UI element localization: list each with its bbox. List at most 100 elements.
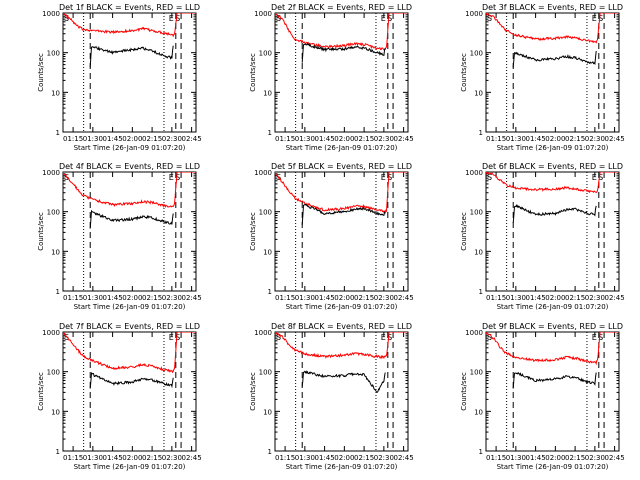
y-tick-label: 1000: [465, 169, 483, 177]
saa-start-marker-label: S: [175, 333, 180, 342]
saa-start-marker-label: S: [598, 333, 603, 342]
x-tick-label: 02:45: [394, 454, 414, 462]
x-tick-label: 01:15: [63, 454, 83, 462]
chart-title: Det 7f BLACK = Events, RED = LLD: [59, 322, 200, 331]
chart-title: Det 1f BLACK = Events, RED = LLD: [59, 3, 200, 12]
x-tick-label: 02:45: [605, 294, 625, 302]
y-axis-label: Counts/sec: [37, 53, 45, 92]
x-tick-label: 02:45: [394, 294, 414, 302]
x-tick-label: 02:00: [334, 294, 354, 302]
y-tick-label: 1: [479, 129, 483, 137]
y-tick-label: 1: [56, 288, 60, 296]
x-tick-label: 02:30: [162, 454, 182, 462]
x-tick-label: 02:00: [122, 135, 142, 143]
saa-start-marker-label: S: [598, 173, 603, 182]
x-tick-label: 01:15: [63, 294, 83, 302]
x-tick-label: 02:45: [605, 454, 625, 462]
x-tick-label: 02:00: [122, 294, 142, 302]
end-marker-label: E: [592, 173, 597, 182]
start-marker-label: S: [487, 333, 492, 342]
lld-series-line: [63, 13, 196, 38]
y-tick-label: 1000: [254, 169, 272, 177]
y-tick-label: 1000: [42, 10, 60, 18]
x-tick-label: 02:00: [334, 135, 354, 143]
x-tick-label: 01:45: [526, 135, 546, 143]
events-series-line: [89, 45, 174, 68]
x-axis-label: Start Time (26-Jan-09 01:07:20): [74, 463, 186, 471]
events-series-line: [89, 371, 174, 389]
y-tick-label: 10: [474, 89, 483, 97]
saa-start-marker-label: S: [175, 14, 180, 23]
chart-title: Det 2f BLACK = Events, RED = LLD: [271, 3, 412, 12]
x-axis-label: Start Time (26-Jan-09 01:07:20): [497, 144, 609, 152]
end-marker-label: E: [592, 333, 597, 342]
y-tick-label: 10: [263, 408, 272, 416]
end-marker-label: E: [169, 333, 174, 342]
y-tick-label: 100: [259, 209, 272, 217]
x-tick-label: 02:15: [354, 454, 374, 462]
chart-title: Det 8f BLACK = Events, RED = LLD: [271, 322, 412, 331]
lld-series-line: [486, 332, 619, 366]
x-axis-label: Start Time (26-Jan-09 01:07:20): [74, 144, 186, 152]
x-tick-label: 02:00: [545, 135, 565, 143]
x-tick-label: 02:15: [142, 135, 162, 143]
start-marker-label: S: [64, 14, 69, 23]
x-tick-label: 01:15: [486, 294, 506, 302]
saa-start-marker-label: S: [387, 14, 392, 23]
x-tick-label: 01:15: [63, 135, 83, 143]
y-tick-label: 100: [259, 369, 272, 377]
y-tick-label: 10: [51, 408, 60, 416]
plot-frame: [274, 12, 409, 133]
x-tick-label: 02:15: [565, 135, 585, 143]
events-series-line: [512, 371, 597, 389]
y-tick-label: 100: [470, 369, 483, 377]
y-tick-label: 100: [47, 369, 60, 377]
end-marker-label: E: [381, 14, 386, 23]
start-marker-label: S: [487, 14, 492, 23]
chart-panel-5: Det 5f BLACK = Events, RED = LLD 1 10 100 10…: [249, 162, 414, 311]
x-tick-label: 02:30: [585, 135, 605, 143]
x-tick-label: 02:15: [142, 454, 162, 462]
events-series-line: [512, 204, 597, 224]
events-series-line: [301, 42, 386, 63]
y-axis-label: Counts/sec: [460, 212, 468, 251]
y-tick-label: 10: [51, 89, 60, 97]
saa-start-marker-label: S: [387, 333, 392, 342]
plot-frame: [485, 12, 620, 133]
y-tick-label: 100: [47, 50, 60, 58]
x-tick-label: 02:15: [142, 294, 162, 302]
chart-title: Det 5f BLACK = Events, RED = LLD: [271, 162, 412, 171]
chart-title: Det 6f BLACK = Events, RED = LLD: [482, 162, 623, 171]
x-tick-label: 02:15: [565, 294, 585, 302]
x-axis-label: Start Time (26-Jan-09 01:07:20): [497, 303, 609, 311]
x-tick-label: 01:45: [315, 454, 335, 462]
y-tick-label: 1000: [465, 329, 483, 337]
chart-panel-6: Det 6f BLACK = Events, RED = LLD 1 10 100 10…: [460, 162, 625, 311]
y-tick-label: 10: [51, 248, 60, 256]
events-series-line: [512, 50, 597, 68]
x-tick-label: 01:15: [275, 135, 295, 143]
chart-panel-2: Det 2f BLACK = Events, RED = LLD 1 10 100 10…: [249, 3, 414, 152]
lld-series-line: [486, 13, 619, 44]
y-axis-label: Counts/sec: [37, 372, 45, 411]
y-tick-label: 1: [268, 129, 272, 137]
x-tick-label: 01:30: [506, 294, 526, 302]
chart-title: Det 3f BLACK = Events, RED = LLD: [482, 3, 623, 12]
y-tick-label: 100: [470, 50, 483, 58]
plot-frame: [62, 12, 197, 133]
x-axis-label: Start Time (26-Jan-09 01:07:20): [286, 144, 398, 152]
x-tick-label: 02:15: [354, 135, 374, 143]
x-tick-label: 02:30: [162, 135, 182, 143]
chart-title: Det 4f BLACK = Events, RED = LLD: [59, 162, 200, 171]
x-tick-label: 02:30: [374, 294, 394, 302]
x-tick-label: 01:45: [103, 454, 123, 462]
events-series-line: [301, 203, 386, 225]
end-marker-label: E: [381, 333, 386, 342]
y-tick-label: 100: [470, 209, 483, 217]
x-tick-label: 01:30: [295, 135, 315, 143]
chart-panel-7: Det 7f BLACK = Events, RED = LLD 1 10 100 10…: [37, 322, 202, 471]
y-tick-label: 10: [263, 248, 272, 256]
plot-frame: [485, 331, 620, 452]
x-tick-label: 01:45: [103, 135, 123, 143]
